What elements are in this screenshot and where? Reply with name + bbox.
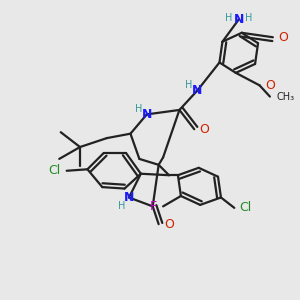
Text: Cl: Cl	[48, 164, 60, 177]
Text: O: O	[278, 31, 288, 44]
Text: F: F	[150, 200, 157, 213]
Text: H: H	[225, 13, 232, 23]
Text: CH₃: CH₃	[276, 92, 295, 102]
Text: H: H	[135, 104, 142, 114]
Text: O: O	[265, 79, 275, 92]
Text: H: H	[185, 80, 193, 90]
Text: O: O	[200, 123, 209, 136]
Text: N: N	[124, 191, 134, 204]
Text: N: N	[234, 13, 244, 26]
Text: N: N	[142, 108, 152, 121]
Text: O: O	[164, 218, 174, 231]
Text: H: H	[118, 201, 125, 212]
Text: H: H	[245, 13, 252, 23]
Text: N: N	[192, 84, 202, 97]
Text: Cl: Cl	[240, 201, 252, 214]
